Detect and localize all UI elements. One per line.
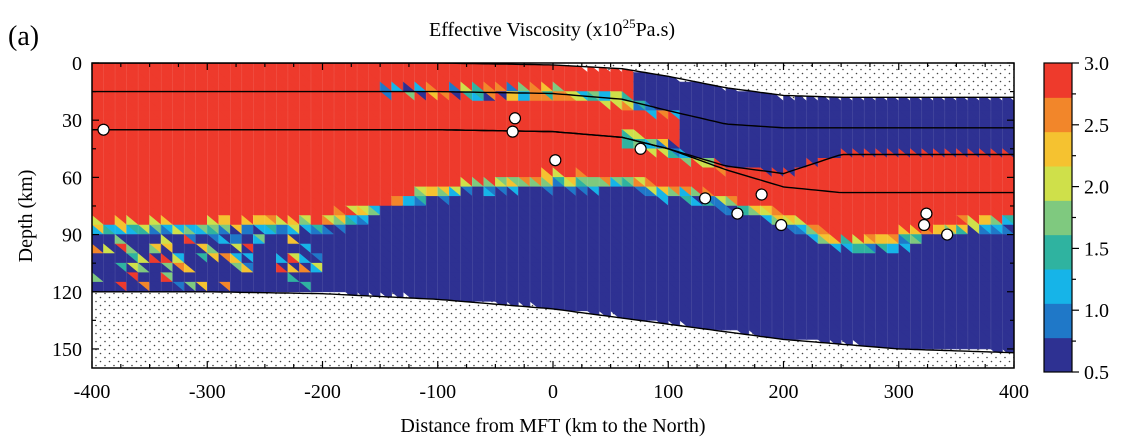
x-tick-label: 300 xyxy=(884,381,914,403)
x-tick-label: -200 xyxy=(304,381,341,403)
earthquake-marker xyxy=(755,188,768,201)
y-tick-label: 30 xyxy=(62,110,82,132)
colorbar-swatch xyxy=(1044,97,1072,133)
y-tick-label: 150 xyxy=(52,339,82,361)
y-tick-label: 120 xyxy=(52,282,82,304)
colorbar-swatch xyxy=(1044,166,1072,201)
mesh-cell xyxy=(322,281,335,293)
viscosity-field xyxy=(92,63,1014,368)
colorbar-tick-label: 1.5 xyxy=(1084,238,1109,260)
x-axis-label: Distance from MFT (km to the North) xyxy=(400,415,705,437)
mesh-cell xyxy=(253,281,266,293)
colorbar-swatch xyxy=(1044,63,1072,98)
earthquake-marker xyxy=(97,123,110,136)
colorbar-swatch xyxy=(1044,337,1072,373)
x-tick-label: 400 xyxy=(999,381,1029,403)
earthquake-marker xyxy=(506,125,519,138)
mesh-cell xyxy=(333,281,347,293)
colorbar-tick-label: 2.0 xyxy=(1084,177,1109,199)
colorbar-swatch xyxy=(1044,200,1072,236)
title-superscript: 25 xyxy=(623,16,636,31)
x-tick-label: 200 xyxy=(769,381,799,403)
colorbar-swatch xyxy=(1044,303,1072,339)
earthquake-marker xyxy=(634,142,647,155)
panel-label: (a) xyxy=(8,21,39,52)
earthquake-marker xyxy=(775,218,788,232)
x-tick-label: -400 xyxy=(74,381,111,403)
x-tick-label: -100 xyxy=(419,381,456,403)
earthquake-marker xyxy=(941,228,954,241)
y-axis-label: Depth (km) xyxy=(15,170,37,263)
x-tick-label: 100 xyxy=(653,381,683,403)
x-tick-label: 0 xyxy=(548,381,558,403)
earthquake-marker xyxy=(549,154,562,167)
chart-title: Effective Viscosity (x1025Pa.s) xyxy=(429,16,675,41)
y-tick-label: 60 xyxy=(62,167,82,189)
mesh-cell xyxy=(299,281,312,293)
mesh-cell xyxy=(264,281,278,293)
earthquake-marker xyxy=(508,112,522,125)
y-tick-label: 90 xyxy=(62,225,82,247)
mesh-cell xyxy=(310,281,324,293)
earthquake-marker xyxy=(731,207,744,220)
colorbar-tick-label: 0.5 xyxy=(1084,362,1109,384)
earthquake-marker xyxy=(918,218,931,232)
title-suffix: Pa.s) xyxy=(636,19,675,41)
colorbar-swatch xyxy=(1044,269,1072,304)
earthquake-marker xyxy=(920,207,933,220)
colorbar-tick-label: 1.0 xyxy=(1084,300,1109,322)
colorbar: 0.5 1.0 1.5 2.0 2.5 3.0 xyxy=(1043,53,1109,384)
y-tick-label: 0 xyxy=(72,53,82,75)
colorbar-swatch xyxy=(1044,131,1072,167)
mesh-cell xyxy=(276,281,289,293)
x-tick-label: -300 xyxy=(189,381,226,403)
colorbar-tick-label: 2.5 xyxy=(1084,115,1109,137)
plot-area: -400 -300 -200 -100 0 100 200 300 400 0 30 60 90 120… xyxy=(52,53,1029,403)
earthquake-marker xyxy=(699,192,712,205)
colorbar-swatch xyxy=(1044,234,1072,270)
colorbar-tick-label: 3.0 xyxy=(1084,53,1109,75)
mesh-cell xyxy=(287,281,301,293)
